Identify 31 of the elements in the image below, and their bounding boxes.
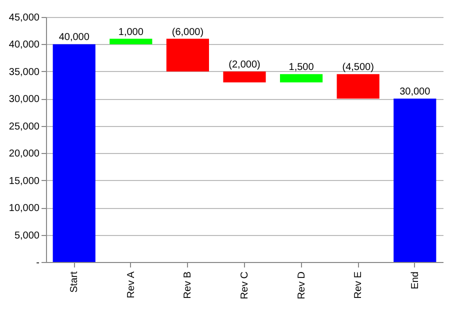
bar [223,71,266,82]
data-label: (2,000) [228,59,260,70]
y-tick-label: 10,000 [8,203,40,214]
x-tick-label: Rev D [296,272,308,300]
y-tick-label: - [36,258,40,268]
y-tick-label: 20,000 [8,148,40,160]
bar [110,38,152,44]
data-label: 40,000 [58,32,90,44]
y-tick-label: 5,000 [14,230,40,242]
x-tick-label: Rev C [240,272,250,300]
y-tick-label: 15,000 [8,176,40,187]
y-tick-label: 35,000 [8,66,40,78]
data-label: 1,000 [118,26,144,38]
bar [280,74,323,82]
data-label: 1,500 [288,62,314,74]
bar [336,74,380,99]
y-tick-label: 40,000 [8,40,40,51]
x-tick-label: Rev E [353,271,364,299]
bar [166,38,210,72]
y-tick-label: 25,000 [8,121,40,132]
data-label: 30,000 [400,86,431,98]
data-label: (6,000) [172,26,204,38]
x-tick-label: Rev B [182,271,194,299]
x-tick-label: Start [69,271,80,293]
x-tick-label: Rev A [126,271,137,298]
data-label: (4,500) [342,62,374,74]
y-tick-label: 45,000 [8,12,40,24]
bar [52,44,96,262]
x-tick-label: End [410,272,421,290]
bar [394,98,436,262]
y-tick-label: 30,000 [8,94,40,106]
